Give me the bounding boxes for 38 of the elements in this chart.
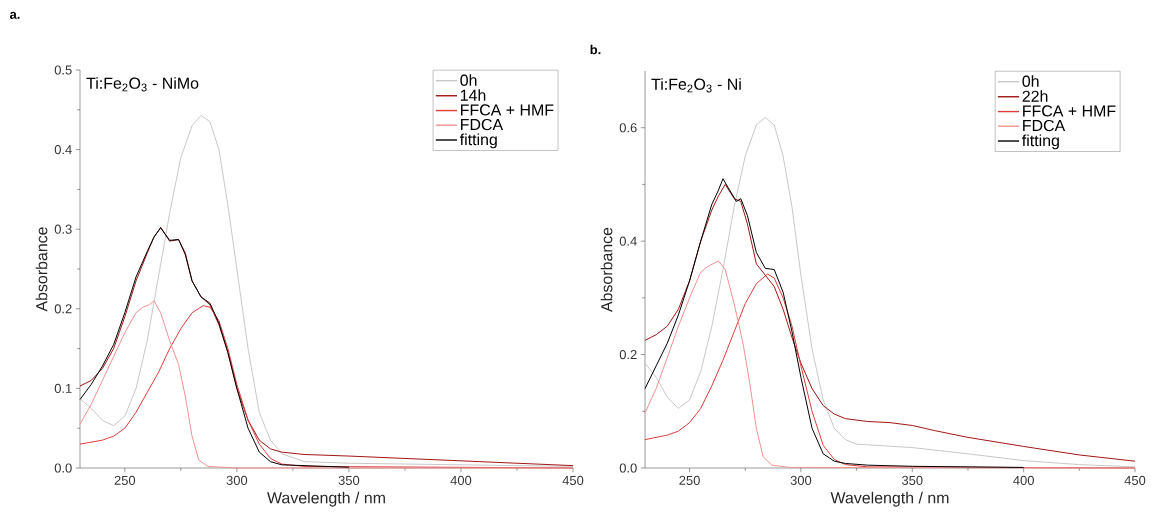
legend-label: 22h	[1022, 90, 1048, 102]
x-tick-label: 450	[562, 475, 584, 485]
legend-label: 14h	[460, 89, 486, 101]
legend-label: 0h	[1022, 75, 1039, 87]
annotation: Ti:Fe$_{2}$O$_{3}$ - Ni	[651, 78, 741, 93]
y-tick-label: 0.6	[619, 123, 637, 133]
x-axis-title: Wavelength / nm	[267, 491, 385, 507]
legend-label: FFCA + HMF	[1023, 105, 1116, 117]
y-axis-title: Absorbance	[35, 227, 48, 312]
y-tick-label: 0.4	[54, 145, 72, 155]
legend-label: FDCA	[1023, 119, 1066, 132]
x-tick-label: 400	[1013, 475, 1034, 485]
y-tick-label: 0.1	[54, 383, 72, 393]
x-tick-label: 300	[790, 475, 812, 485]
y-axis-title: Absorbance	[600, 227, 613, 313]
x-tick-label: 350	[338, 475, 360, 485]
chart-title: a.	[9, 11, 20, 19]
y-tick-label: 0.2	[619, 349, 637, 360]
legend-label: FDCA	[461, 118, 504, 131]
legend-label: FFCA + HMF	[461, 104, 554, 116]
x-axis-title: Wavelength / nm	[830, 491, 949, 507]
y-tick-label: 0.0	[619, 463, 637, 473]
x-tick-label: 250	[679, 475, 700, 485]
x-tick-label: 300	[226, 475, 248, 485]
x-tick-label: 450	[1124, 475, 1146, 485]
chart-title: b.	[590, 44, 601, 55]
y-tick-label: 0.5	[54, 65, 72, 75]
legend-label: 0h	[460, 74, 477, 86]
x-tick-label: 250	[114, 475, 136, 485]
x-tick-label: 400	[450, 475, 472, 485]
y-tick-label: 0.0	[54, 463, 72, 473]
annotation: Ti:Fe$_{2}$O$_{3}$ - NiMo	[86, 77, 199, 92]
y-tick-label: 0.3	[54, 224, 72, 234]
x-tick-label: 350	[901, 475, 923, 485]
legend-label: fitting	[1022, 134, 1059, 150]
y-tick-label: 0.2	[54, 304, 72, 314]
y-tick-label: 0.4	[619, 236, 637, 246]
legend-label: fitting	[459, 133, 497, 149]
